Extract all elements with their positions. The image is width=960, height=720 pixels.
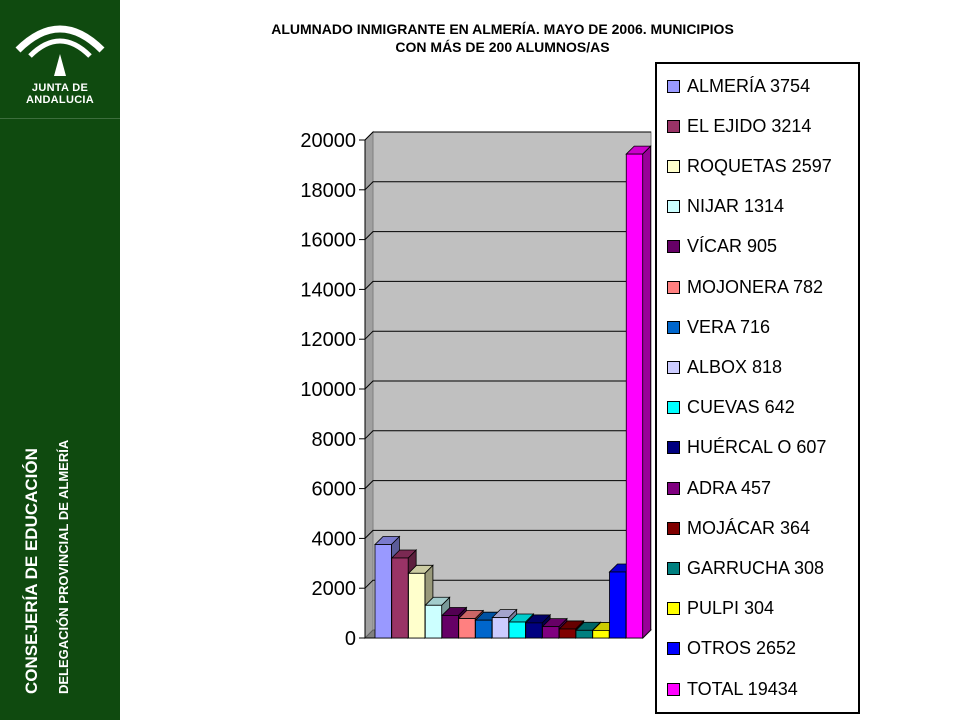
junta-emblem-icon — [15, 25, 105, 76]
legend-swatch — [667, 481, 680, 495]
legend-item: CUEVAS 642 — [667, 397, 795, 419]
legend-label: ADRA 457 — [687, 477, 772, 498]
y-tick-label: 12000 — [300, 329, 356, 351]
y-tick-label: 0 — [345, 628, 356, 650]
gridline — [364, 579, 651, 589]
legend-swatch — [667, 441, 680, 455]
legend-label: VERA 716 — [687, 316, 771, 337]
legend-item: GARRUCHA 308 — [667, 557, 824, 579]
legend-item: MOJÁCAR 364 — [667, 517, 810, 539]
legend-label: HUÉRCAL O 607 — [687, 437, 827, 458]
legend-label: ROQUETAS 2597 — [687, 155, 832, 176]
legend-label: OTROS 2652 — [687, 638, 797, 659]
legend-swatch — [667, 119, 680, 133]
legend-item: PULPI 304 — [667, 598, 774, 620]
junta-logo: JUNTA DE ANDALUCIA — [0, 0, 120, 119]
legend-item: VERA 716 — [667, 316, 770, 338]
gridline — [364, 231, 651, 240]
legend-label: NIJAR 1314 — [687, 196, 785, 217]
legend-item: MOJONERA 782 — [667, 276, 823, 298]
legend-swatch — [667, 682, 680, 696]
legend-swatch — [667, 561, 680, 575]
y-tick-label: 4000 — [312, 528, 357, 550]
legend-item: ALMERÍA 3754 — [667, 75, 810, 97]
legend-label: CUEVAS 642 — [687, 397, 795, 418]
legend-item: VÍCAR 905 — [667, 236, 777, 258]
legend-item: ADRA 457 — [667, 477, 771, 499]
legend-item: TOTAL 19434 — [667, 678, 798, 700]
legend-swatch — [667, 320, 680, 334]
legend-item: HUÉRCAL O 607 — [667, 437, 826, 459]
legend-swatch — [667, 280, 680, 294]
legend-label: VÍCAR 905 — [687, 236, 778, 257]
legend-swatch — [667, 240, 680, 254]
chart-title: ALUMNADO INMIGRANTE EN ALMERÍA. MAYO DE … — [180, 20, 825, 56]
bar-chart: 0 2000 4000 6000 8000 10000 12000 14000 16000 180… — [300, 130, 653, 650]
legend-label: EL EJIDO 3214 — [687, 115, 812, 136]
legend-swatch — [667, 360, 680, 374]
legend-label: GARRUCHA 308 — [687, 557, 825, 578]
chart-title-line-1: ALUMNADO INMIGRANTE EN ALMERÍA. MAYO DE … — [271, 21, 734, 37]
bar-16 — [625, 145, 652, 639]
gridline — [364, 181, 651, 191]
y-tick-label: 18000 — [300, 180, 356, 202]
legend-swatch — [667, 602, 680, 616]
y-tick-label: 14000 — [300, 279, 356, 301]
logo-text: JUNTA DE ANDALUCIA — [25, 82, 95, 106]
legend-item: OTROS 2652 — [667, 638, 796, 660]
legend-label: MOJONERA 782 — [687, 276, 824, 297]
legend-label: MOJÁCAR 364 — [687, 517, 811, 538]
y-tick-label: 16000 — [300, 230, 356, 252]
gridline — [364, 330, 651, 340]
chart-title-line-2: CON MÁS DE 200 ALUMNOS/AS — [395, 39, 610, 55]
gridline — [364, 380, 651, 390]
legend-swatch — [667, 200, 680, 214]
legend-label: TOTAL 19434 — [687, 678, 798, 699]
legend-swatch — [667, 79, 680, 93]
legend-swatch — [667, 521, 680, 535]
gridline — [364, 480, 651, 489]
legend-swatch — [667, 159, 680, 173]
y-tick-label: 6000 — [312, 479, 357, 501]
chart-legend: ALMERÍA 3754 EL EJIDO 3214 ROQUETAS 2597 NI… — [655, 62, 860, 714]
gridline — [364, 430, 651, 440]
y-tick-label: 2000 — [312, 578, 357, 600]
legend-label: ALMERÍA 3754 — [687, 75, 811, 96]
legend-swatch — [667, 642, 680, 656]
gridline — [364, 131, 651, 141]
legend-item: EL EJIDO 3214 — [667, 115, 811, 137]
sidebar: JUNTA DE ANDALUCIA CONSEJERÍA DE EDUCACI… — [0, 0, 120, 720]
legend-item: NIJAR 1314 — [667, 196, 784, 218]
gridline — [364, 280, 651, 290]
legend-item: ROQUETAS 2597 — [667, 155, 832, 177]
legend-item: ALBOX 818 — [667, 356, 782, 378]
gridline — [364, 529, 651, 539]
legend-label: PULPI 304 — [687, 598, 775, 619]
y-tick-label: 8000 — [312, 429, 357, 451]
y-tick-label: 20000 — [300, 130, 356, 152]
y-tick-label: 10000 — [300, 379, 356, 401]
legend-label: ALBOX 818 — [687, 356, 783, 377]
legend-swatch — [667, 401, 680, 415]
